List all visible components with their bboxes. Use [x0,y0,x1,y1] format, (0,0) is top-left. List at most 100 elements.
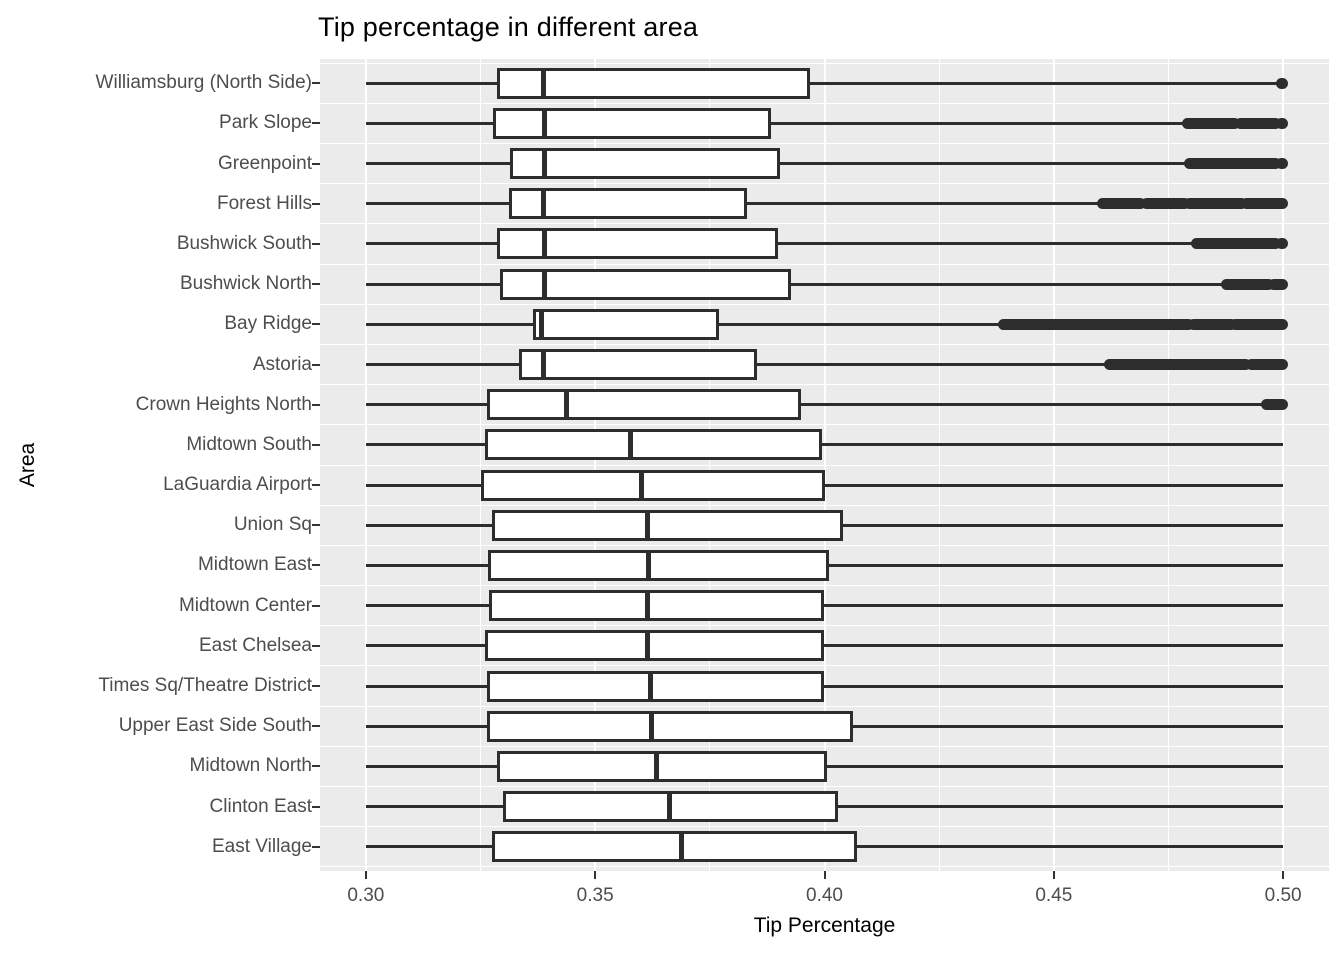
whisker-high [843,523,1284,527]
median-line [667,791,673,823]
median-line [539,308,545,340]
box [508,188,747,220]
whisker-low [365,684,488,688]
whisker-low [365,644,486,648]
y-axis-tick [312,363,320,366]
whisker-high [824,644,1284,648]
median-line [654,750,660,782]
y-axis-tick [312,403,320,406]
x-axis-tick [594,871,597,879]
whisker-low [365,403,487,407]
y-axis-tick [312,242,320,245]
gridline-major [1282,59,1285,871]
whisker-high [826,764,1284,768]
y-axis-tick [312,644,320,647]
whisker-low [365,202,509,206]
whisker-low [365,121,494,125]
y-axis-tick-label: Clinton East [209,795,312,817]
box [509,148,781,179]
whisker-high [829,563,1284,567]
box [485,429,822,461]
whisker-low [365,81,498,85]
y-axis-tick [312,524,320,527]
y-axis-tick-label: Greenpoint [217,152,312,174]
box [488,549,830,581]
median-line [627,429,633,461]
gridline-major [364,59,367,871]
whisker-low [365,162,510,165]
whisker-low [365,563,489,567]
x-axis-tick-label: 0.45 [1035,885,1073,906]
y-axis-tick-label: Upper East Side South [118,715,312,737]
box [519,349,757,380]
whisker-low [365,443,486,447]
whisker-high [770,121,1186,125]
gridline-minor [480,59,482,871]
y-axis-tick [312,122,320,125]
x-axis-tick-label: 0.50 [1264,885,1302,906]
outlier-segment [1246,359,1289,370]
outlier-segment [1234,117,1282,129]
y-axis-tick-label: Midtown East [197,554,312,576]
outlier-segment [1241,198,1289,210]
whisker-high [824,604,1284,608]
whisker-low [365,282,500,286]
whisker-low [365,483,481,487]
outlier-segment [1096,198,1146,210]
outlier-segment [1261,399,1289,411]
median-line [644,630,650,662]
whisker-high [856,845,1284,849]
y-axis-tick-label: Bushwick North [180,273,312,295]
median-line [644,509,650,541]
whisker-high [746,202,1100,206]
box [492,509,844,541]
x-axis-tick-label: 0.35 [576,885,614,906]
x-axis-tick [1052,871,1055,879]
box [499,268,792,300]
median-line [541,67,547,99]
outlier-segment [998,318,1195,330]
gridline-minor [1167,59,1169,871]
y-axis-tick-label: Midtown South [186,433,312,455]
whisker-low [365,764,497,768]
gridline-major [823,59,826,871]
y-axis-tick [312,484,320,487]
median-line [648,670,654,702]
outlier-segment [1275,77,1289,89]
box [493,107,771,139]
x-axis-tick [364,871,367,879]
median-line [649,710,655,742]
median-line [564,389,570,421]
median-line [542,107,548,139]
whisker-low [365,724,487,728]
median-line [541,228,547,260]
median-line [646,549,652,581]
whisker-high [800,403,1265,407]
whisker-low [365,242,498,246]
outlier-segment [1229,318,1289,330]
gridline-minor [938,59,940,871]
box [497,228,779,260]
box [488,590,825,622]
whisker-low [365,363,520,366]
y-axis-tick-label: Midtown North [189,755,313,777]
outlier-segment [1268,278,1289,290]
box [480,469,826,501]
y-axis-tick-label: Forest Hills [216,192,312,214]
x-axis-tick [1282,871,1285,879]
y-axis-tick [312,725,320,728]
y-axis-tick [312,82,320,85]
outlier-segment [1275,238,1289,250]
whisker-low [365,322,533,326]
y-axis-tick-label: Union Sq [233,514,312,536]
median-line [540,349,546,380]
y-axis-tick-label: Crown Heights North [135,393,312,415]
y-axis-tick-label: LaGuardia Airport [163,474,312,496]
median-line [638,469,644,501]
gridline-minor [709,59,711,871]
x-axis-tick-label: 0.30 [347,885,385,906]
x-axis-title: Tip Percentage [753,914,896,937]
outlier-segment [1275,158,1289,169]
gridline-major [1052,59,1055,871]
whisker-low [365,845,493,849]
